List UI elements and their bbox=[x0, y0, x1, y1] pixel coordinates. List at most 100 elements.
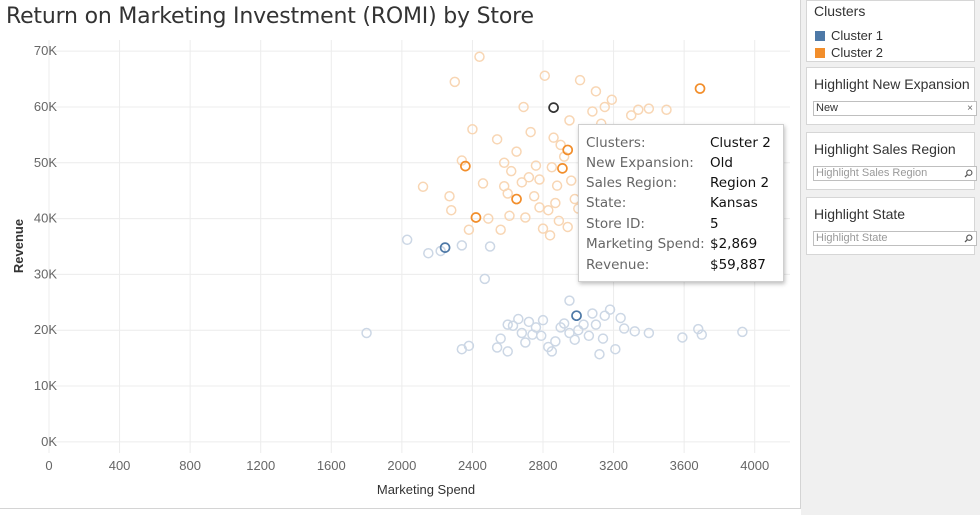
data-point-faded[interactable] bbox=[483, 213, 494, 224]
data-point-faded[interactable] bbox=[546, 161, 558, 173]
data-point-faded[interactable] bbox=[518, 101, 529, 113]
data-point-faded[interactable] bbox=[629, 326, 640, 337]
data-point-faded[interactable] bbox=[463, 340, 475, 352]
data-point-faded[interactable] bbox=[564, 115, 575, 126]
data-point-faded[interactable] bbox=[590, 319, 602, 330]
state-filter-input[interactable]: Highlight State bbox=[813, 231, 977, 246]
data-point-faded[interactable] bbox=[615, 312, 626, 324]
data-point-faded[interactable] bbox=[535, 330, 547, 342]
data-point-faded[interactable] bbox=[534, 174, 545, 185]
data-point-faded[interactable] bbox=[550, 336, 561, 347]
data-point-faded[interactable] bbox=[507, 320, 519, 332]
data-point-faded[interactable] bbox=[677, 332, 688, 343]
data-point-faded[interactable] bbox=[495, 333, 506, 344]
data-point-faded[interactable] bbox=[417, 181, 429, 193]
data-point-highlighted[interactable] bbox=[439, 242, 451, 253]
data-point-faded[interactable] bbox=[491, 342, 503, 353]
data-point-faded[interactable] bbox=[502, 188, 513, 199]
search-icon[interactable] bbox=[964, 169, 973, 178]
data-point-faded[interactable] bbox=[633, 104, 644, 116]
data-point-faded[interactable] bbox=[516, 327, 528, 339]
data-point-faded[interactable] bbox=[555, 139, 566, 151]
data-point-faded[interactable] bbox=[587, 106, 598, 117]
data-point-faded[interactable] bbox=[449, 76, 461, 88]
data-point-faded[interactable] bbox=[504, 210, 515, 222]
data-point-faded[interactable] bbox=[574, 74, 586, 86]
legend-item-cluster-2[interactable]: Cluster 2 bbox=[807, 44, 974, 61]
data-point-highlighted[interactable] bbox=[470, 212, 482, 223]
data-point-faded[interactable] bbox=[523, 316, 535, 328]
data-point-faded[interactable] bbox=[558, 318, 570, 329]
data-point-faded[interactable] bbox=[530, 160, 542, 171]
data-point-faded[interactable] bbox=[599, 101, 610, 113]
data-point-faded[interactable] bbox=[511, 146, 522, 157]
clear-icon[interactable]: × bbox=[967, 103, 973, 114]
data-point-faded[interactable] bbox=[361, 327, 372, 339]
data-point-faded[interactable] bbox=[553, 215, 565, 227]
data-point-faded[interactable] bbox=[479, 273, 491, 285]
data-point-faded[interactable] bbox=[597, 333, 609, 344]
data-point-faded[interactable] bbox=[446, 204, 457, 216]
data-point-faded[interactable] bbox=[463, 224, 475, 236]
data-point-faded[interactable] bbox=[551, 180, 563, 191]
data-point-faded[interactable] bbox=[696, 329, 708, 340]
data-point-faded[interactable] bbox=[737, 326, 748, 338]
data-point-faded[interactable] bbox=[491, 134, 503, 145]
data-points[interactable] bbox=[361, 51, 748, 360]
data-point-faded[interactable] bbox=[537, 314, 549, 326]
data-point-faded[interactable] bbox=[565, 175, 577, 186]
sales-region-filter-input[interactable]: Highlight Sales Region bbox=[813, 166, 977, 181]
data-point-highlighted[interactable] bbox=[571, 310, 582, 322]
data-point-faded[interactable] bbox=[618, 323, 630, 334]
data-point-faded[interactable] bbox=[539, 70, 551, 81]
data-point-faded[interactable] bbox=[525, 126, 536, 138]
search-icon[interactable] bbox=[964, 234, 973, 243]
data-point-highlighted[interactable] bbox=[694, 83, 706, 94]
data-point-faded[interactable] bbox=[606, 94, 618, 105]
data-point-faded[interactable] bbox=[495, 224, 506, 236]
data-point-faded[interactable] bbox=[513, 313, 524, 325]
data-point-highlighted[interactable] bbox=[562, 144, 574, 156]
data-point-highlighted[interactable] bbox=[511, 193, 522, 205]
data-point-faded[interactable] bbox=[573, 324, 584, 336]
data-point-faded[interactable] bbox=[401, 234, 413, 246]
data-point-highlighted[interactable] bbox=[460, 160, 471, 172]
data-point-faded[interactable] bbox=[523, 172, 535, 183]
data-point-faded[interactable] bbox=[548, 132, 559, 143]
data-point-faded[interactable] bbox=[583, 330, 595, 342]
data-point-faded[interactable] bbox=[505, 165, 517, 177]
data-point-faded[interactable] bbox=[456, 155, 468, 166]
data-point-faded[interactable] bbox=[423, 247, 434, 259]
data-point-faded[interactable] bbox=[587, 308, 598, 319]
data-point-faded[interactable] bbox=[693, 323, 704, 335]
data-point-faded[interactable] bbox=[537, 223, 549, 234]
data-point-faded[interactable] bbox=[528, 191, 540, 202]
data-point-faded[interactable] bbox=[530, 322, 542, 333]
legend-item-cluster-1[interactable]: Cluster 1 bbox=[807, 27, 974, 44]
data-point-faded[interactable] bbox=[564, 295, 575, 306]
data-point-faded[interactable] bbox=[661, 104, 672, 116]
data-point-faded[interactable] bbox=[520, 212, 531, 223]
data-point-faded[interactable] bbox=[562, 221, 573, 233]
data-point-faded[interactable] bbox=[502, 319, 513, 330]
data-point-faded[interactable] bbox=[590, 86, 602, 97]
data-point-faded[interactable] bbox=[594, 348, 605, 360]
data-point-faded[interactable] bbox=[520, 337, 531, 348]
data-point-faded[interactable] bbox=[543, 204, 554, 216]
data-point-faded[interactable] bbox=[643, 103, 655, 114]
data-point-faded[interactable] bbox=[474, 51, 485, 62]
data-point-faded[interactable] bbox=[610, 343, 621, 355]
data-point-highlighted[interactable] bbox=[557, 163, 568, 174]
data-point-faded[interactable] bbox=[546, 346, 558, 357]
data-point-faded[interactable] bbox=[456, 240, 468, 251]
data-point-faded[interactable] bbox=[578, 319, 589, 330]
data-point-faded[interactable] bbox=[550, 197, 561, 209]
data-point-faded[interactable] bbox=[498, 157, 510, 169]
data-point-faded[interactable] bbox=[484, 241, 496, 252]
data-point-faded[interactable] bbox=[569, 334, 581, 345]
data-point-faded[interactable] bbox=[516, 177, 528, 188]
new-expansion-filter-input[interactable]: New × bbox=[813, 101, 977, 116]
data-point-faded[interactable] bbox=[467, 124, 478, 135]
data-point-faded[interactable] bbox=[625, 110, 637, 121]
data-point-faded[interactable] bbox=[444, 191, 455, 202]
